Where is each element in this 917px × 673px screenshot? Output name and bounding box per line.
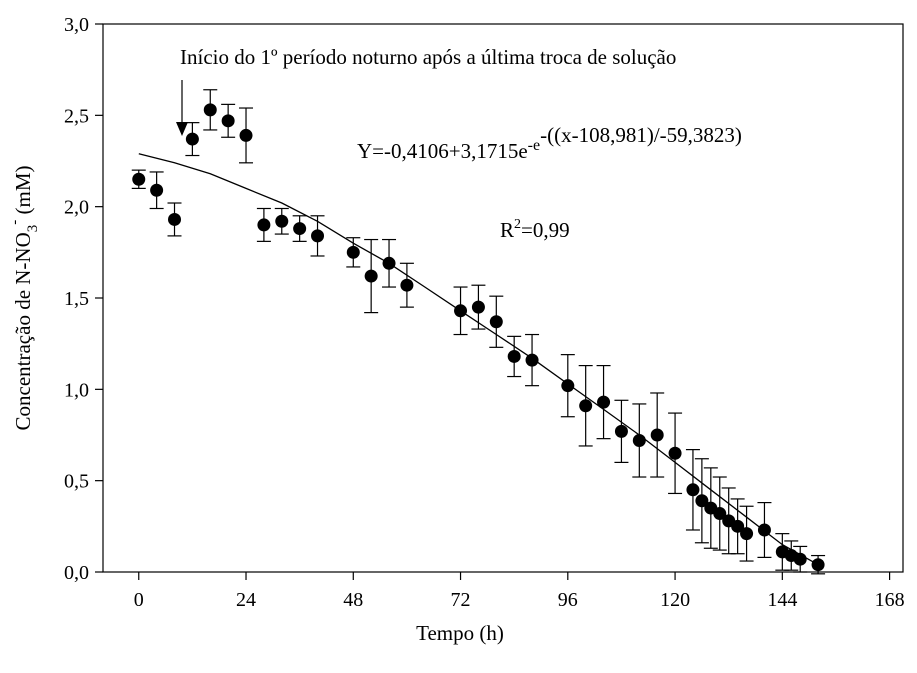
data-point <box>731 519 745 533</box>
y-tick-label: 0,5 <box>64 471 89 493</box>
data-point <box>579 399 593 413</box>
data-point <box>132 172 146 186</box>
data-point <box>525 353 539 367</box>
y-tick-label: 1,0 <box>64 379 89 401</box>
data-point <box>221 114 235 128</box>
y-title-sup: - <box>7 220 23 225</box>
equation-sup: -e <box>528 137 540 154</box>
data-point <box>382 256 396 270</box>
data-point <box>757 523 771 537</box>
x-tick-label: 72 <box>451 589 471 611</box>
data-point <box>185 132 199 146</box>
data-point <box>740 527 754 541</box>
y-tick-label: 1,5 <box>64 288 89 310</box>
data-point <box>311 229 325 243</box>
x-axis-title: Tempo (h) <box>416 621 504 645</box>
r2-base: R <box>500 218 514 242</box>
equation-supsup: -((x-108,981)/-59,3823) <box>540 123 742 147</box>
data-point <box>293 222 307 236</box>
data-point <box>668 446 682 460</box>
y-tick-label: 0,0 <box>64 562 89 584</box>
annotation: Início do 1º período noturno após a últi… <box>180 45 676 69</box>
data-point <box>346 245 360 259</box>
data-point <box>400 278 414 292</box>
y-title-unit: (mM) <box>11 166 35 220</box>
y-axis-title: Concentração de N-NO3- (mM) <box>7 166 41 431</box>
data-point <box>489 315 503 329</box>
data-point <box>364 269 378 283</box>
fit-curve <box>138 153 819 566</box>
data-point <box>168 212 182 226</box>
data-point <box>203 103 217 117</box>
data-point <box>150 183 164 197</box>
data-point <box>561 379 575 393</box>
x-tick-label: 0 <box>134 589 144 611</box>
x-tick-label: 24 <box>236 589 256 611</box>
data-point <box>614 424 628 438</box>
x-tick-label: 120 <box>660 589 690 611</box>
r2-sup: 2 <box>514 217 521 232</box>
x-tick-label: 48 <box>343 589 363 611</box>
y-tick-label: 3,0 <box>64 14 89 36</box>
data-point <box>632 433 646 447</box>
data-point <box>454 304 468 318</box>
data-point <box>695 494 709 508</box>
r-squared: R2=0,99 <box>500 217 570 242</box>
x-tick-label: 144 <box>767 589 797 611</box>
arrow-head <box>176 122 188 136</box>
data-point <box>686 483 700 497</box>
y-tick-label: 2,0 <box>64 197 89 219</box>
data-point <box>650 428 664 442</box>
data-point <box>275 214 289 228</box>
equation: Y=-0,4106+3,1715e-e-((x-108,981)/-59,382… <box>357 123 742 163</box>
data-point <box>257 218 271 232</box>
y-title-main: Concentração de N-NO <box>11 232 35 430</box>
r2-rest: =0,99 <box>521 218 570 242</box>
x-tick-label: 96 <box>558 589 578 611</box>
x-tick-label: 168 <box>875 589 905 611</box>
plot-frame <box>102 23 904 573</box>
data-point <box>793 552 807 566</box>
data-point <box>471 300 485 314</box>
data-point <box>811 558 825 572</box>
data-point <box>507 349 521 363</box>
data-point <box>713 507 727 521</box>
data-point <box>597 395 611 409</box>
y-title-sub: 3 <box>25 225 41 233</box>
equation-base: Y=-0,4106+3,1715e <box>357 139 528 163</box>
data-point <box>239 128 253 142</box>
y-tick-label: 2,5 <box>64 105 89 127</box>
